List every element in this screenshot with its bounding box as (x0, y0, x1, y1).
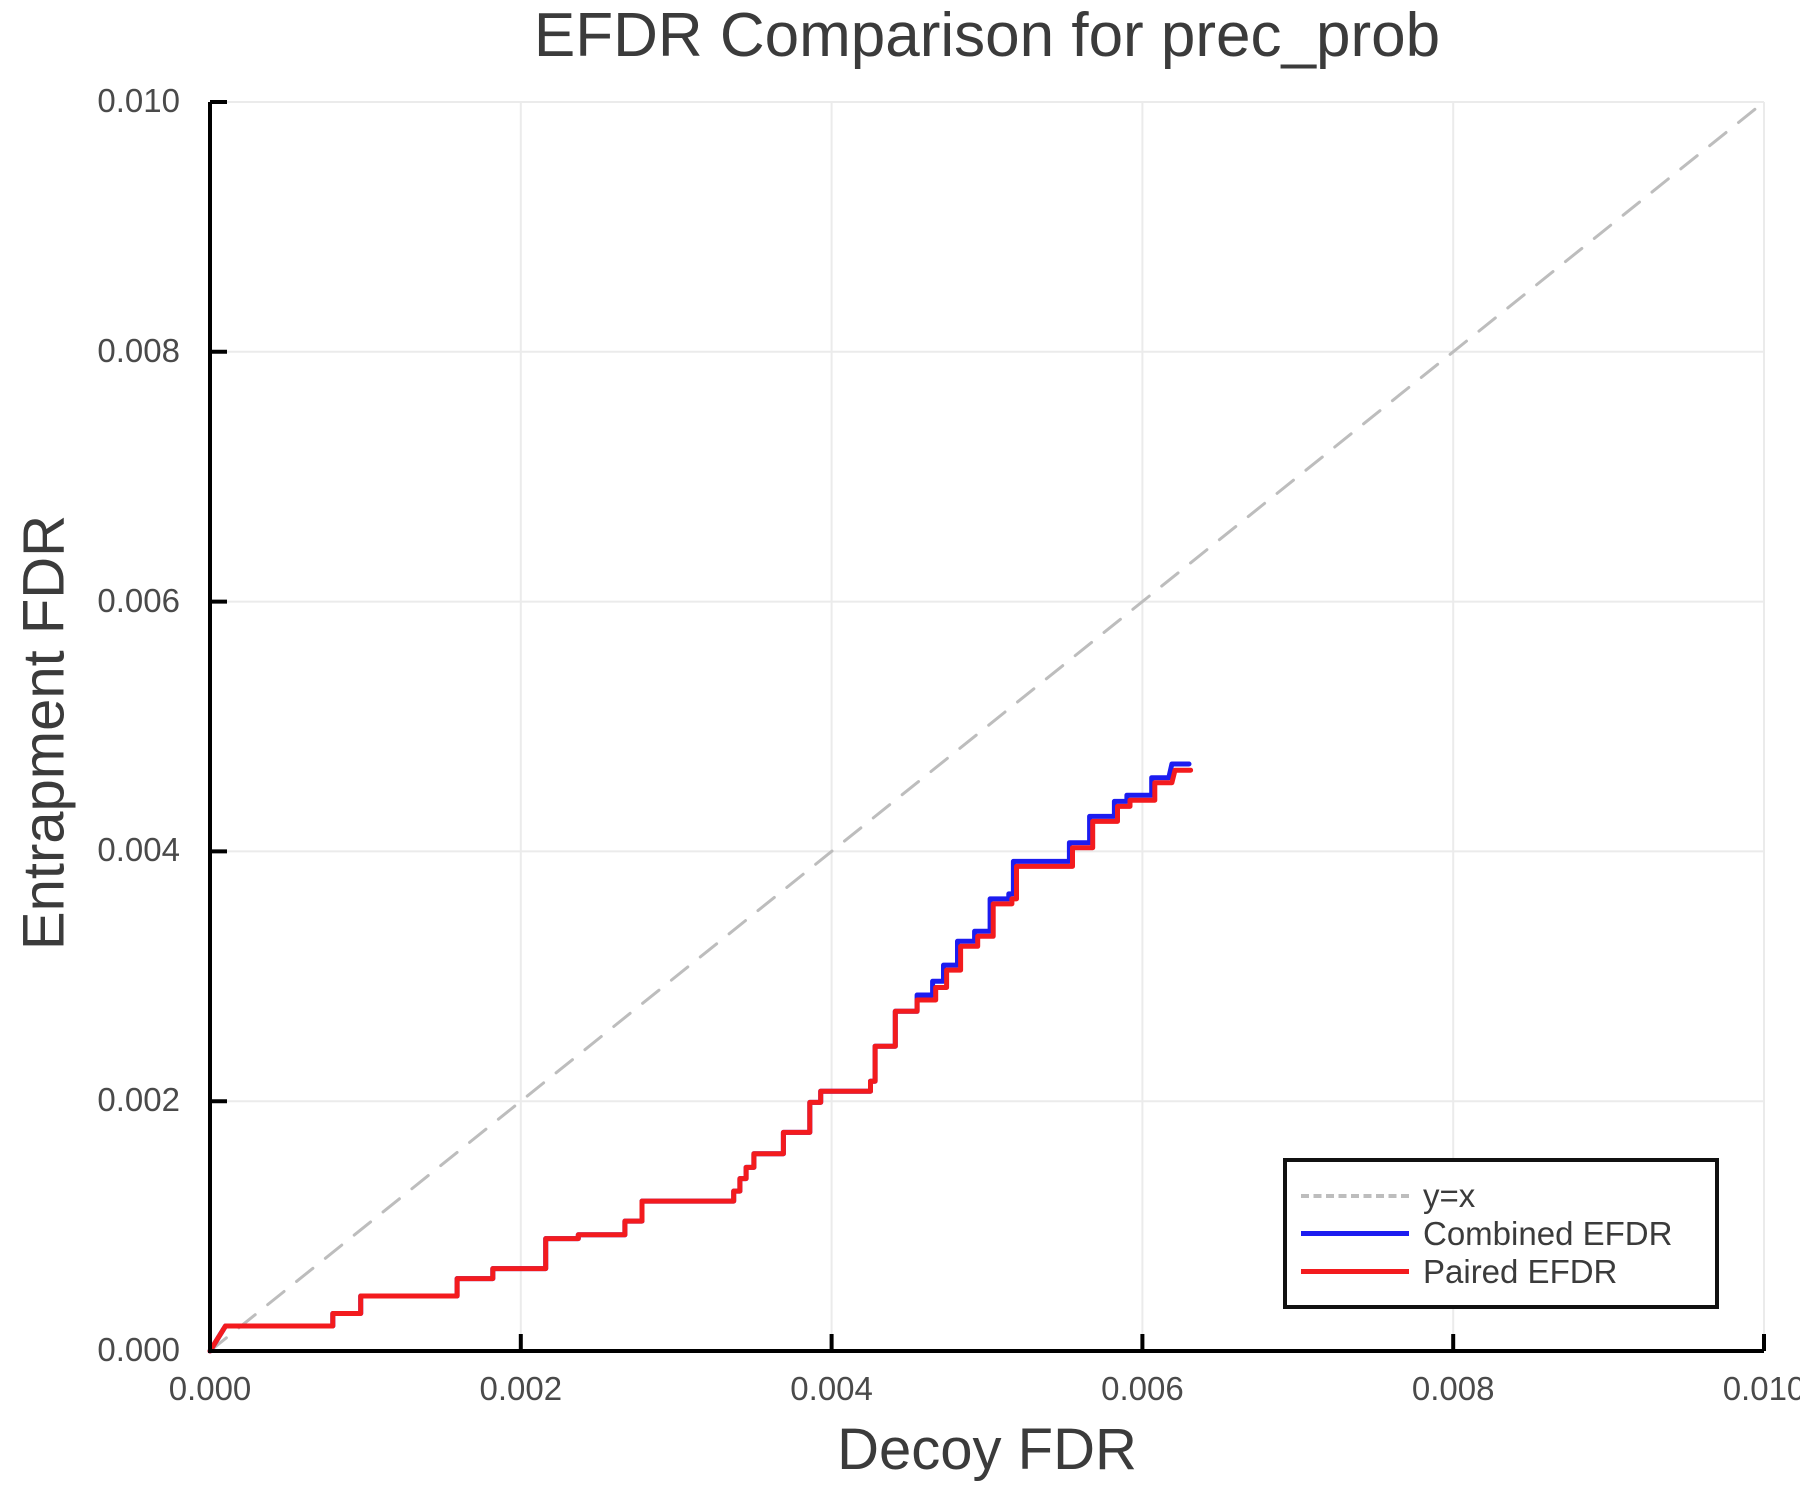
legend-entry-identity: y=x (1301, 1177, 1715, 1215)
legend-entry-paired: Paired EFDR (1301, 1253, 1715, 1291)
x-tick-label: 0.002 (479, 1370, 563, 1407)
legend-label-paired: Paired EFDR (1423, 1252, 1618, 1290)
y-tick-label: 0.004 (97, 831, 180, 869)
combined-line-sample-icon (1301, 1231, 1409, 1236)
x-tick-label: 0.006 (1101, 1370, 1184, 1407)
y-tick-label: 0.002 (97, 1081, 180, 1119)
x-tick-label: 0.010 (1722, 1370, 1800, 1407)
chart-title: EFDR Comparison for prec_prob (533, 1, 1441, 70)
y-tick-label: 0.006 (97, 581, 180, 619)
identity-line-sample-icon (1301, 1193, 1409, 1198)
x-tick-label: 0.004 (790, 1370, 873, 1407)
y-tick-label: 0.010 (97, 82, 180, 119)
y-tick-label: 0.000 (97, 1331, 180, 1368)
x-tick-label: 0.008 (1411, 1370, 1495, 1407)
y-tick-label: 0.008 (97, 331, 180, 369)
x-tick-label: 0.000 (168, 1370, 252, 1407)
legend: y=x Combined EFDR Paired EFDR (1283, 1158, 1719, 1309)
y-axis-label: Entrapment FDR (11, 514, 77, 951)
paired-line-sample-icon (1301, 1269, 1409, 1274)
legend-label-combined: Combined EFDR (1423, 1214, 1673, 1252)
legend-entry-combined: Combined EFDR (1301, 1215, 1715, 1253)
x-axis-label: Decoy FDR (837, 1417, 1137, 1482)
legend-label-identity: y=x (1423, 1176, 1476, 1214)
